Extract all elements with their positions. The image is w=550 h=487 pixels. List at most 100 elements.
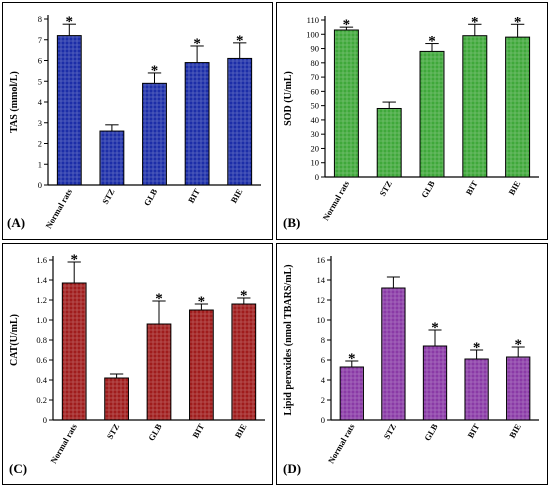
bar — [464, 358, 489, 421]
y-tick-label: 100 — [306, 29, 319, 39]
significance-marker: * — [343, 17, 351, 33]
y-tick-label: 1.0 — [36, 315, 47, 325]
y-tick-label: 110 — [307, 15, 319, 25]
y-tick-label: 0.2 — [36, 395, 47, 405]
y-tick-label: 0 — [315, 172, 319, 182]
x-category-label: GLB — [142, 187, 160, 208]
bar — [99, 130, 125, 186]
significance-marker: * — [428, 34, 436, 50]
significance-marker: * — [155, 291, 163, 307]
bar — [333, 29, 359, 178]
y-tick-label: 2 — [38, 139, 42, 149]
significance-marker: * — [473, 340, 481, 356]
bar — [227, 57, 253, 186]
significance-marker: * — [66, 14, 74, 30]
y-tick-label: 0.8 — [36, 335, 47, 345]
x-category-label: STZ — [100, 187, 117, 206]
bar — [61, 282, 87, 421]
y-tick-label: 4 — [38, 97, 43, 107]
chart-panel-d: 0 2 4 6 8 10 12 14 16 Lipid peroxides (nmol TBARS… — [276, 243, 548, 485]
x-category-label: BIT — [190, 422, 206, 440]
significance-marker: * — [151, 63, 159, 79]
significance-marker: * — [193, 36, 201, 52]
chart-c-svg: 0 0.2 0.4 0.6 0.8 1.0 1.2 1.4 1.6 CAT(U/mL) * Norma… — [9, 252, 265, 465]
bar — [231, 303, 257, 421]
x-category-label: BIE — [506, 179, 522, 197]
y-tick-label: 60 — [311, 86, 320, 96]
y-axis-label: TAS (mmol/L) — [9, 71, 20, 133]
bar — [462, 35, 488, 178]
y-tick-label: 80 — [311, 58, 320, 68]
y-tick-label: 0 — [321, 415, 325, 425]
y-tick-label: 12 — [317, 295, 326, 305]
y-tick-label: 0.6 — [36, 355, 47, 365]
y-tick-label: 8 — [38, 14, 42, 24]
bar — [376, 107, 402, 178]
x-category-label: BIE — [233, 422, 249, 440]
x-category-label: STZ — [105, 422, 122, 441]
y-tick-label: 50 — [311, 101, 320, 111]
significance-marker: * — [70, 252, 78, 268]
significance-marker: * — [471, 14, 479, 30]
y-tick-label: 4 — [321, 375, 326, 385]
panel-label: (C) — [9, 461, 28, 476]
bar — [506, 356, 531, 421]
significance-marker: * — [348, 351, 356, 367]
significance-marker: * — [198, 294, 206, 310]
significance-marker: * — [431, 320, 439, 336]
y-tick-label: 1.2 — [36, 295, 47, 305]
panel-label: (A) — [7, 215, 26, 230]
x-category-label: BIE — [228, 187, 244, 205]
chart-b-svg: 0 10 20 30 40 50 60 70 80 90 100 110 SOD (U/mL) * Norm… — [283, 14, 539, 222]
y-tick-label: 10 — [317, 315, 326, 325]
x-category-label: GLB — [422, 422, 440, 443]
x-category-label: Normal rats — [320, 178, 351, 222]
bar — [56, 35, 82, 186]
y-axis-label: CAT(U/mL) — [9, 314, 20, 366]
bar — [146, 323, 172, 421]
bar — [505, 36, 531, 178]
y-tick-label: 0.4 — [36, 375, 47, 385]
y-tick-label: 0 — [43, 415, 47, 425]
bar — [142, 82, 167, 186]
panel-label: (D) — [283, 461, 302, 476]
x-category-label: STZ — [381, 422, 398, 441]
x-category-label: GLB — [146, 422, 164, 443]
chart-panel-b: 0 10 20 30 40 50 60 70 80 90 100 110 SOD (U/mL) * Norm… — [276, 2, 548, 240]
y-tick-label: 2 — [321, 395, 325, 405]
y-tick-label: 40 — [311, 115, 320, 125]
chart-d-svg: 0 2 4 6 8 10 12 14 16 Lipid peroxides (nmol TBARS… — [283, 255, 539, 465]
chart-panel-a: 0 1 2 3 4 5 6 7 8 TAS (mmol/L) * Normal rats STZ * GLB… — [2, 2, 273, 240]
y-tick-label: 1.6 — [36, 255, 47, 265]
x-category-label: GLB — [419, 179, 437, 200]
significance-marker: * — [240, 288, 248, 304]
significance-marker: * — [236, 33, 244, 49]
y-tick-label: 6 — [38, 56, 42, 66]
panel-label: (B) — [283, 215, 301, 230]
y-tick-label: 7 — [38, 35, 42, 45]
bar — [422, 345, 448, 421]
y-tick-label: 5 — [38, 76, 42, 86]
bar — [189, 309, 214, 421]
y-axis-label: Lipid peroxides (nmol TBARS/mL) — [283, 264, 294, 415]
x-category-label: BIT — [465, 422, 481, 440]
bar — [339, 366, 364, 421]
y-tick-label: 0 — [38, 180, 42, 190]
bar — [381, 287, 406, 421]
chart-panel-c: 0 0.2 0.4 0.6 0.8 1.0 1.2 1.4 1.6 CAT(U/mL) * Norma… — [2, 243, 273, 485]
y-tick-label: 10 — [311, 158, 320, 168]
bar — [419, 50, 445, 178]
x-category-label: Normal rats — [43, 186, 74, 230]
x-category-label: Normal rats — [48, 421, 79, 465]
bar — [104, 377, 129, 421]
x-category-label: STZ — [377, 179, 394, 198]
y-axis-label: SOD (U/mL) — [283, 71, 294, 126]
bar — [184, 62, 210, 186]
y-tick-label: 8 — [321, 335, 325, 345]
y-tick-label: 16 — [317, 255, 326, 265]
y-tick-label: 1.4 — [36, 275, 47, 285]
y-tick-label: 14 — [317, 275, 326, 285]
y-tick-label: 30 — [311, 129, 320, 139]
y-tick-label: 90 — [311, 44, 320, 54]
significance-marker: * — [514, 14, 522, 30]
